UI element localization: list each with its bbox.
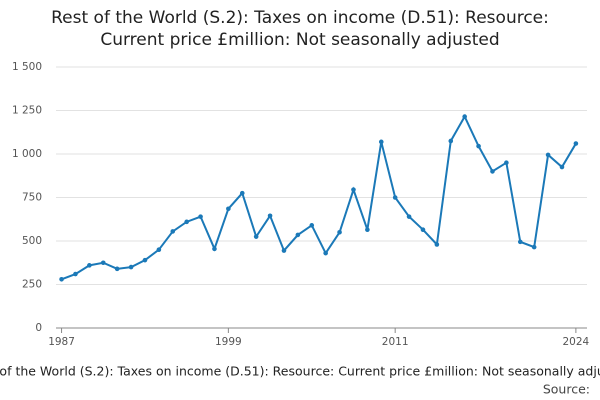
caption: Rest of the World (S.2): Taxes on income… <box>0 364 600 379</box>
point <box>184 219 189 225</box>
point <box>462 114 467 119</box>
point <box>309 223 315 228</box>
point <box>476 143 481 149</box>
point <box>239 190 245 196</box>
point <box>559 164 565 170</box>
point <box>504 160 509 165</box>
point <box>212 246 217 252</box>
point <box>517 239 523 245</box>
point <box>100 260 106 266</box>
source: Source: <box>543 382 590 397</box>
point <box>295 232 301 238</box>
point <box>142 257 148 263</box>
point <box>323 250 328 256</box>
point <box>490 169 495 174</box>
point <box>545 152 551 158</box>
point <box>226 206 231 212</box>
point <box>573 141 579 146</box>
point <box>337 230 342 235</box>
chart-title: Rest of the World (S.2): Taxes on income… <box>51 8 549 28</box>
point <box>267 213 273 219</box>
point <box>253 234 259 239</box>
point <box>128 264 134 270</box>
point <box>198 214 203 219</box>
x-tick-label: 2024 <box>563 336 590 348</box>
y-tick-label: 0 <box>35 322 42 334</box>
point <box>281 248 287 253</box>
y-tick-label: 1 500 <box>12 61 42 73</box>
point <box>448 138 454 144</box>
y-tick-label: 750 <box>22 192 42 204</box>
point <box>351 187 356 192</box>
point <box>434 242 440 247</box>
point <box>392 195 398 200</box>
y-tick-label: 1 000 <box>12 148 42 160</box>
x-tick-label: 1999 <box>215 336 242 348</box>
point <box>87 263 92 268</box>
point <box>114 266 120 272</box>
point <box>170 229 176 234</box>
line <box>61 114 577 281</box>
point <box>420 227 426 232</box>
point <box>378 139 384 145</box>
y-tick-label: 250 <box>22 279 42 291</box>
point <box>156 247 162 252</box>
x-tick-label: 2011 <box>382 336 409 348</box>
point <box>406 214 412 219</box>
chart-title: Current price £million: Not seasonally a… <box>100 30 499 50</box>
point <box>73 271 78 277</box>
y-tick-label: 500 <box>22 235 42 247</box>
point <box>59 276 64 282</box>
x-tick-label: 1987 <box>48 336 75 348</box>
point <box>531 244 537 250</box>
y-tick-label: 1 250 <box>12 105 42 117</box>
point <box>365 227 370 232</box>
